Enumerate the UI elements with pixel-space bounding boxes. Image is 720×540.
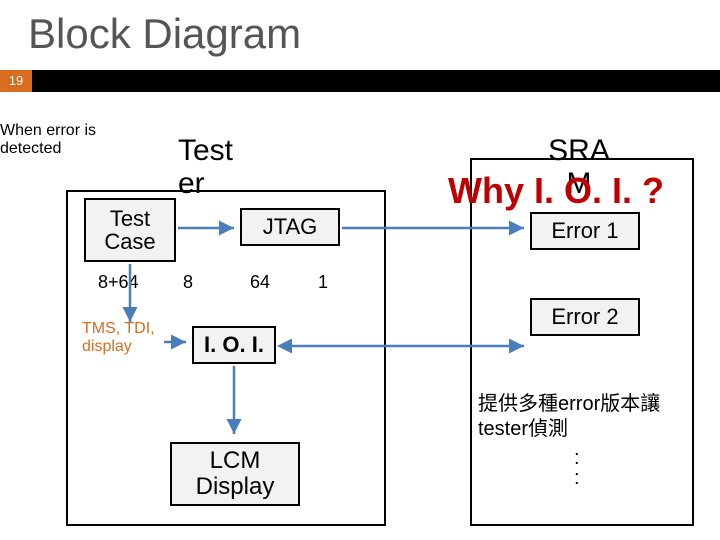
when-error-note: When error is detected xyxy=(0,122,140,158)
arrow-ioi-to-lcm xyxy=(224,364,244,442)
bus-width-64: 64 xyxy=(250,272,270,293)
test-case-block: Test Case xyxy=(84,198,176,262)
lcm-display-block: LCM Display xyxy=(170,442,300,506)
bus-width-1: 1 xyxy=(318,272,328,293)
slide-number-badge: 19 xyxy=(0,70,32,92)
why-ioi-heading: Why I. O. I. ? xyxy=(448,170,664,212)
arrow-testcase-down xyxy=(120,262,140,332)
bus-width-8: 8 xyxy=(183,272,193,293)
arrow-ioi-bidir-sram xyxy=(276,336,530,356)
error2-block: Error 2 xyxy=(530,298,640,336)
jtag-block: JTAG xyxy=(240,208,340,246)
diagram-canvas: Test er SRA M Why I. O. I. ? Test Case J… xyxy=(0,122,720,540)
arrow-tms-to-ioi xyxy=(128,332,192,352)
page-title: Block Diagram xyxy=(0,0,720,70)
ioi-block: I. O. I. xyxy=(192,326,276,364)
arrow-jtag-to-sram xyxy=(340,218,530,238)
ellipsis-dots: : : xyxy=(574,448,580,488)
error1-block: Error 1 xyxy=(530,212,640,250)
divider-bar: 19 xyxy=(0,70,720,92)
arrow-testcase-to-jtag xyxy=(176,218,240,238)
cjk-description: 提供多種error版本讓tester偵測 xyxy=(478,392,688,442)
tester-label: Test er xyxy=(178,134,233,200)
